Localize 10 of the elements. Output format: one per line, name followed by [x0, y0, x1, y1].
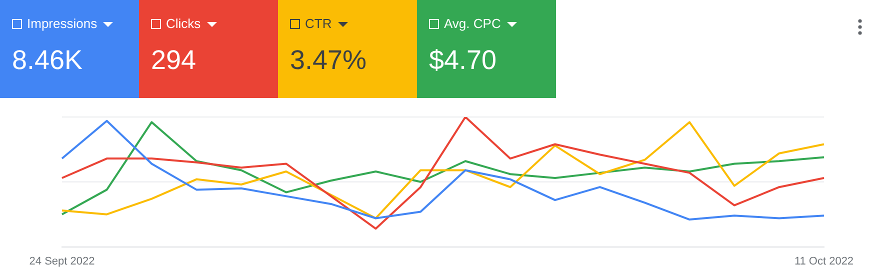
x-tick-label: 11 Oct 2022 — [794, 255, 854, 268]
legend-label: Avg. CPC — [444, 16, 501, 32]
legend-label: Clicks — [166, 16, 201, 32]
legend-label: Impressions — [27, 16, 98, 32]
text: 8.46K — [12, 44, 84, 76]
text: $4.70 — [429, 44, 498, 76]
text: 294 — [151, 44, 198, 76]
x-tick-label: 24 Sept 2022 — [29, 255, 95, 268]
text: 3.47% — [290, 44, 368, 76]
legend-label: CTR — [305, 16, 332, 32]
